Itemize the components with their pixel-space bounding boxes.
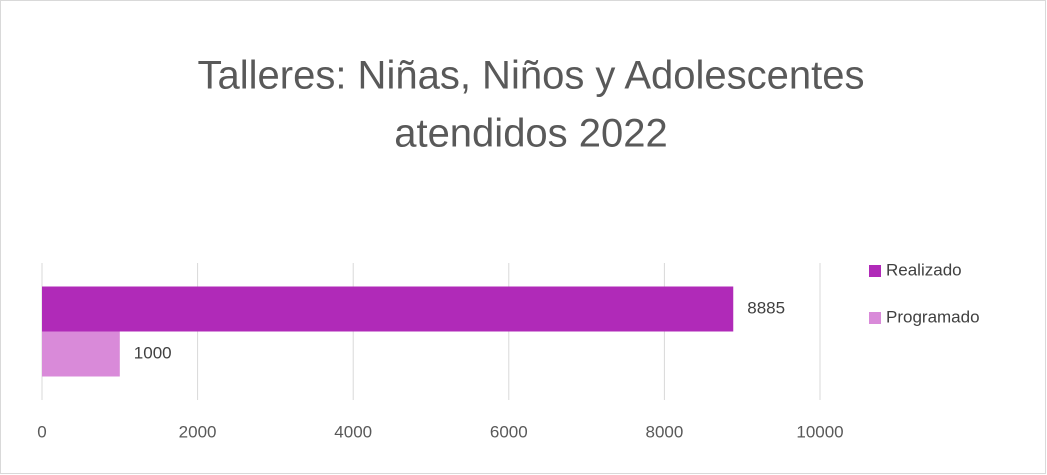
data-label: 1000: [134, 343, 172, 362]
x-tick-label: 2000: [179, 422, 217, 441]
legend-swatch: [869, 312, 881, 324]
data-label: 8885: [747, 298, 785, 317]
chart-title: Talleres: Niñas, Niños y Adolescentes: [198, 54, 865, 98]
x-tick-label: 4000: [334, 422, 372, 441]
legend-label: Realizado: [886, 260, 962, 279]
chart-title: atendidos 2022: [394, 112, 668, 156]
x-tick-label: 8000: [645, 422, 683, 441]
x-tick-label: 6000: [490, 422, 528, 441]
x-tick-label: 0: [37, 422, 46, 441]
x-tick-label: 10000: [796, 422, 843, 441]
bar: [42, 286, 734, 332]
legend-swatch: [869, 265, 881, 277]
legend-label: Programado: [886, 307, 980, 326]
bar: [42, 331, 120, 377]
